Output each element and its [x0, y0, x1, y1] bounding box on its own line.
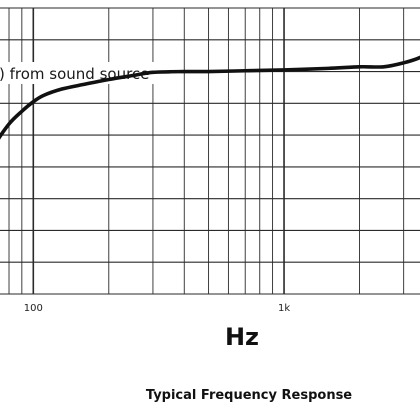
series-line-0 — [0, 55, 420, 140]
x-tick-labels: 100 1k — [24, 303, 291, 314]
x-tick-label: 100 — [24, 303, 43, 314]
chart-title: Typical Frequency Response — [146, 388, 352, 403]
minor-gridlines — [0, 7, 420, 295]
series — [0, 55, 420, 140]
x-axis-label: Hz — [225, 323, 259, 351]
x-tick-label: 1k — [278, 303, 290, 314]
annotation-text: ) from sound source — [0, 65, 149, 83]
major-gridlines — [32, 8, 285, 294]
